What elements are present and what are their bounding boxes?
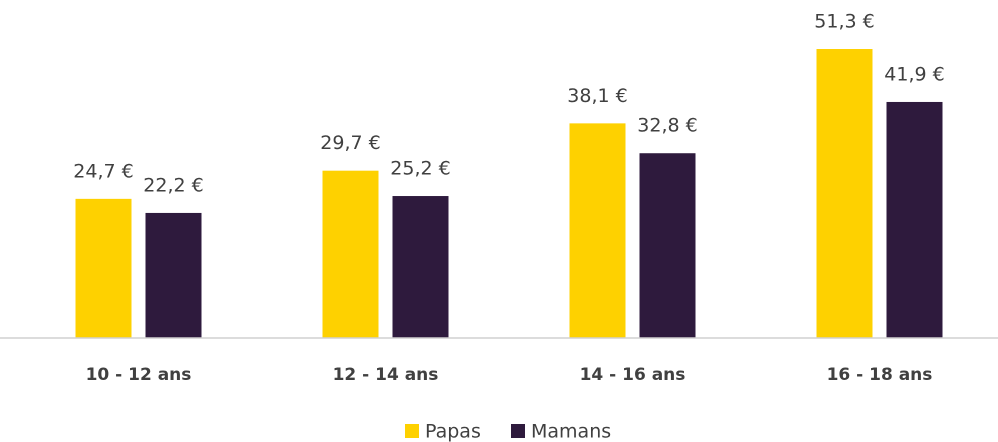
value-label: 25,2 € — [390, 158, 450, 180]
bar — [75, 198, 132, 338]
legend-swatch — [405, 424, 419, 438]
bar — [886, 101, 943, 338]
legend-label: Papas — [425, 421, 481, 442]
legend-swatch — [511, 424, 525, 438]
x-tick-label: 10 - 12 ans — [86, 365, 192, 385]
value-label: 38,1 € — [567, 85, 627, 107]
value-label: 22,2 € — [143, 174, 203, 196]
bar — [145, 212, 202, 338]
bar — [816, 49, 873, 338]
bar — [639, 153, 696, 338]
x-tick-label: 14 - 16 ans — [580, 365, 686, 385]
value-label: 51,3 € — [814, 11, 874, 33]
value-label: 24,7 € — [73, 160, 133, 182]
value-label: 29,7 € — [320, 132, 380, 154]
value-label: 32,8 € — [637, 115, 697, 137]
legend-label: Mamans — [531, 421, 611, 442]
bar — [569, 123, 626, 339]
x-tick-label: 16 - 18 ans — [827, 365, 933, 385]
bar — [322, 170, 379, 338]
bar — [392, 196, 449, 338]
value-label: 41,9 € — [884, 63, 944, 85]
x-tick-label: 12 - 14 ans — [333, 365, 439, 385]
